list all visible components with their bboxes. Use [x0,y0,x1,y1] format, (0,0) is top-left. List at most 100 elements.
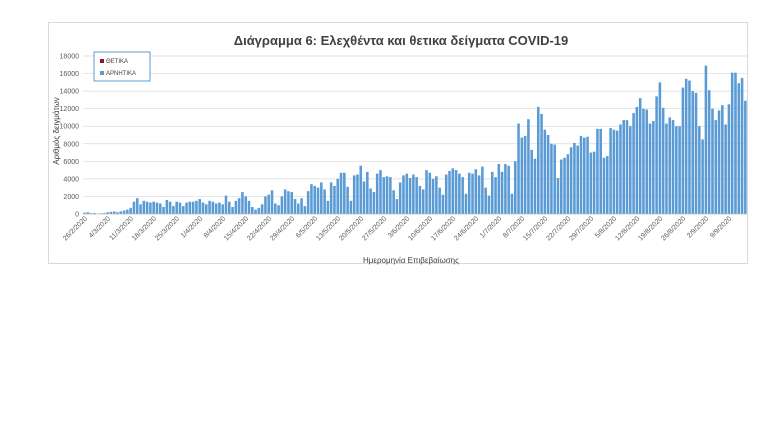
bar-negative [277,205,280,214]
bar-negative [609,127,612,214]
bar-negative [139,204,142,214]
bar-negative [481,166,484,214]
bar-negative [346,186,349,214]
bar-negative [83,212,86,214]
bar-negative [247,200,251,214]
bar-negative [563,157,566,214]
bar-negative [734,72,737,214]
bar-negative [135,198,139,214]
bar-negative [109,211,113,214]
bar-negative [185,202,188,214]
bar-negative [523,135,527,214]
bar-negative [533,158,537,214]
bar-negative [425,170,428,214]
bar-negative [297,203,300,214]
bar-negative [369,188,372,214]
bar-negative [408,178,412,214]
bar-negative [93,212,96,214]
bar-negative [592,151,596,214]
bar-negative [507,165,510,214]
legend-box [93,51,151,82]
x-tick-label: 9/9/2020 [709,215,733,239]
bar-negative [711,108,714,214]
bar-negative [375,173,379,214]
bar-negative [326,200,330,214]
bar-negative [306,191,310,214]
bar-negative [740,77,744,214]
bar-negative [678,126,681,214]
bar-negative [316,187,320,214]
bar-negative [211,201,215,214]
bar-negative [356,174,359,214]
bar-negative [648,123,652,214]
bar-negative [474,169,478,214]
legend: ΘΕΤΙΚΑ ΑΡΝΗΤΙΚΑ [93,51,151,82]
bar-negative [129,207,132,214]
bar-negative [366,171,369,214]
bar-negative [504,163,507,214]
chart-title: Διάγραμμα 6: Ελεχθέντα και θετικα δείγμα… [234,33,569,48]
bar-negative [122,210,126,214]
bar-negative [724,124,727,214]
bar-negative [237,198,241,214]
bar-negative [444,174,448,214]
bar-negative [290,192,294,214]
bar-negative [257,207,261,214]
bar-negative [415,177,418,214]
bar-negative [145,201,149,214]
bar-negative [494,177,497,214]
bar-negative [270,190,274,214]
y-tick-label: 12000 [60,106,80,113]
x-tick-label: 2/9/2020 [686,215,710,239]
bar-negative [602,157,606,214]
bar-negative [103,213,106,214]
bar-negative [86,212,90,214]
bar-negative [395,199,399,214]
bar-negative [681,87,685,214]
bar-negative [701,139,704,214]
bar-negative [227,201,231,214]
bar-negative [204,204,208,214]
y-tick-label: 14000 [60,89,80,96]
legend-swatch-positive [100,59,104,63]
bar-negative [569,147,573,214]
bar-negative [438,187,441,214]
chart-svg: Διάγραμμα 6: Ελεχθέντα και θετικα δείγμα… [52,33,747,265]
bar-negative [536,106,540,214]
bar-negative [520,137,524,214]
y-tick-label: 4000 [63,176,79,183]
bar-negative [142,200,146,214]
bar-negative [714,120,718,214]
bar-negative [336,178,340,214]
bar-negative [661,107,665,214]
bar-negative [471,173,474,214]
x-axis-label: Ημερομηνία Επιβεβαίωσης [363,256,459,265]
x-tick-label: 24/6/2020 [453,215,480,242]
bar-negative [162,206,165,214]
bar-negative [421,189,425,214]
bar-negative [638,98,642,214]
y-tick-label: 18000 [60,54,80,61]
bar-negative [530,149,533,214]
bar-negative [287,191,290,214]
bar-negative [402,175,405,214]
bar-negative [441,194,445,214]
bar-negative [181,206,185,214]
bar-negative [606,156,609,214]
bar-negative [645,109,649,214]
bar-negative [175,201,178,214]
bar-negative [333,185,336,214]
bar-negative [280,196,284,214]
x-tick-label: 25/3/2020 [154,215,181,242]
bar-negative [589,152,593,214]
bar-negative [119,211,123,214]
bar-negative [448,170,451,214]
y-axis-ticks: 0 2000 4000 6000 8000 10000 12000 14000 16000 180… [60,54,80,219]
bar-negative [106,212,109,214]
bar-negative [231,206,234,214]
bar-negative [629,126,632,214]
bar-negative [566,154,570,214]
bar-negative [665,123,668,214]
bar-negative [599,128,603,214]
bar-negative [527,119,530,214]
